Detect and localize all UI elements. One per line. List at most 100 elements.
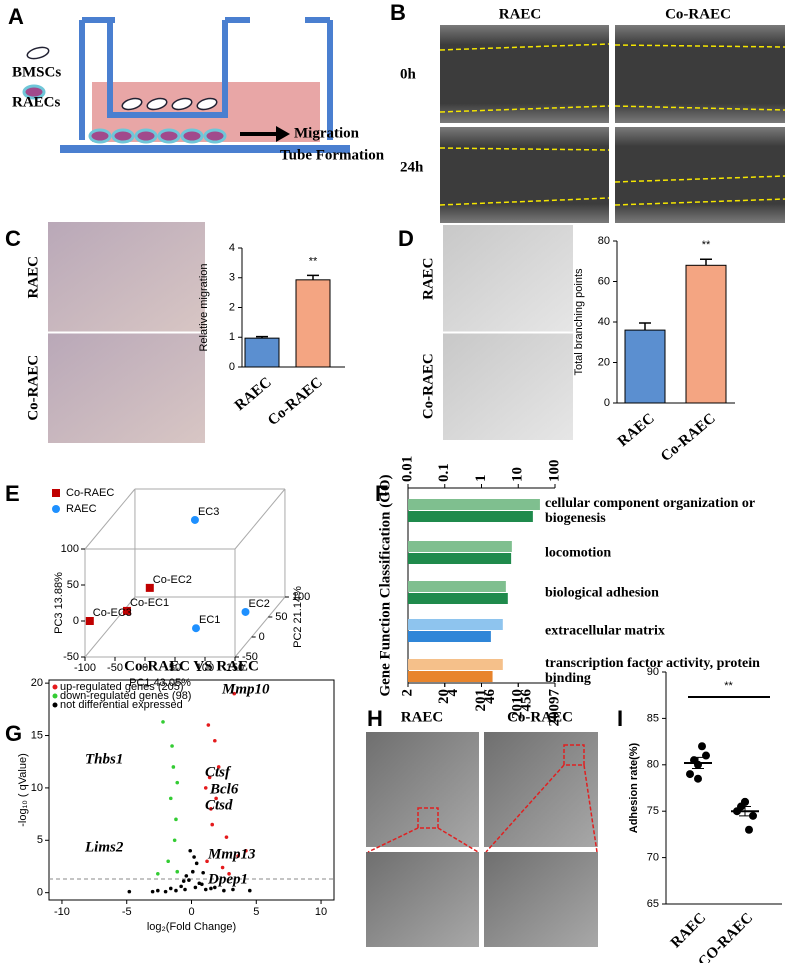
- image: [366, 852, 479, 947]
- panel-letter: A: [8, 4, 24, 29]
- point: [231, 887, 235, 892]
- point: [175, 869, 180, 874]
- bar: [408, 541, 512, 552]
- point: [85, 617, 94, 625]
- point: [163, 889, 168, 894]
- wound-edge: [439, 147, 786, 206]
- point-label: EC2: [249, 598, 270, 610]
- y-axis-label: PC2 21.14%: [292, 586, 304, 648]
- image-label: RAEC: [25, 256, 41, 299]
- column-label: RAEC: [499, 6, 542, 22]
- z-axis-label: PC3 13.88%: [53, 572, 65, 634]
- point: [224, 835, 229, 839]
- point-label: EC1: [199, 614, 220, 626]
- y-tick-label: 40: [598, 316, 610, 328]
- bar: [408, 659, 503, 670]
- endothelial-cell-icon: [22, 84, 46, 100]
- x-tick-label: 0.1: [436, 463, 452, 482]
- point: [214, 796, 218, 801]
- point: [209, 886, 213, 891]
- image: [443, 333, 573, 440]
- x-tick-label: 10: [315, 906, 327, 918]
- image: [440, 127, 609, 223]
- x-tick-label: 1: [473, 475, 489, 483]
- image: [484, 852, 598, 947]
- point: [172, 838, 177, 843]
- category-label: extracellular matrix: [545, 623, 665, 639]
- x2-tick-label: 4: [445, 689, 461, 697]
- error-bar: [307, 274, 319, 280]
- transwell-diagram: [22, 17, 350, 153]
- x-tick-label: -50: [107, 662, 123, 674]
- y-tick-label: 10: [31, 782, 43, 794]
- point: [227, 872, 231, 876]
- gene-label: Lims2: [84, 839, 124, 855]
- image: [484, 732, 598, 847]
- row-label: 24h: [400, 159, 424, 175]
- panel-letter: B: [390, 0, 406, 25]
- point: [220, 865, 225, 870]
- image: [48, 222, 205, 332]
- point: [213, 738, 217, 743]
- image: [48, 333, 205, 443]
- point: [156, 888, 160, 893]
- x-tick-label: Co-RAEC: [265, 374, 326, 429]
- bar: [408, 553, 512, 564]
- chart-title: Co-RAEC VS RAEC: [124, 658, 259, 674]
- endothelial-cells: [88, 128, 227, 144]
- image: [615, 127, 785, 223]
- panel-letter: F: [375, 481, 388, 506]
- error-bar: [739, 806, 751, 817]
- y-tick-label: 90: [647, 666, 659, 678]
- legend-marker: [52, 693, 58, 699]
- point: [194, 861, 199, 866]
- point: [192, 624, 200, 633]
- y-tick-label: 0: [229, 361, 235, 373]
- point: [741, 797, 749, 806]
- category-label: transcription factor activity, protein b…: [545, 656, 760, 686]
- point: [197, 881, 202, 886]
- point: [170, 744, 174, 748]
- error-bar: [700, 258, 712, 266]
- point-label: EC3: [198, 506, 219, 518]
- legend-label: Co-RAEC: [66, 487, 114, 499]
- significance: **: [724, 680, 733, 692]
- legend-label: up-regulated genes (205): [60, 681, 184, 693]
- point: [179, 884, 183, 889]
- x-tick-label: Co-RAEC: [658, 410, 719, 465]
- point: [203, 786, 208, 790]
- y-tick-label: 65: [647, 898, 659, 910]
- point: [171, 765, 176, 769]
- gene-label: Bcl6: [209, 781, 239, 797]
- image-label: Co-RAEC: [420, 353, 436, 419]
- x2-tick-label: 46: [482, 689, 498, 705]
- plot-frame: [48, 679, 335, 901]
- z-tick-label: -50: [63, 651, 79, 663]
- point-label: Co-EC3: [93, 607, 132, 619]
- box-edge: [234, 488, 286, 550]
- y-tick-label: 0: [604, 397, 610, 409]
- y-tick-label: 15: [31, 729, 43, 741]
- point: [190, 515, 199, 524]
- x-tick-label: -5: [122, 906, 132, 918]
- point: [210, 822, 215, 827]
- y-axis-label: Adhesion rate(%): [628, 742, 640, 833]
- point: [205, 859, 209, 864]
- sem-images: [366, 732, 598, 947]
- point: [206, 723, 211, 727]
- x-tick-label: RAEC: [668, 910, 709, 951]
- category-label: locomotion: [545, 545, 612, 561]
- significance: **: [309, 255, 318, 267]
- point: [187, 878, 191, 882]
- image: [443, 225, 573, 332]
- stem-cells: [121, 97, 218, 111]
- point: [244, 848, 248, 853]
- image-label: Co-RAEC: [25, 355, 41, 421]
- box-edge: [234, 596, 286, 658]
- legend-marker: [52, 505, 60, 513]
- image: [615, 25, 785, 123]
- point: [694, 774, 702, 783]
- bar: [408, 619, 503, 630]
